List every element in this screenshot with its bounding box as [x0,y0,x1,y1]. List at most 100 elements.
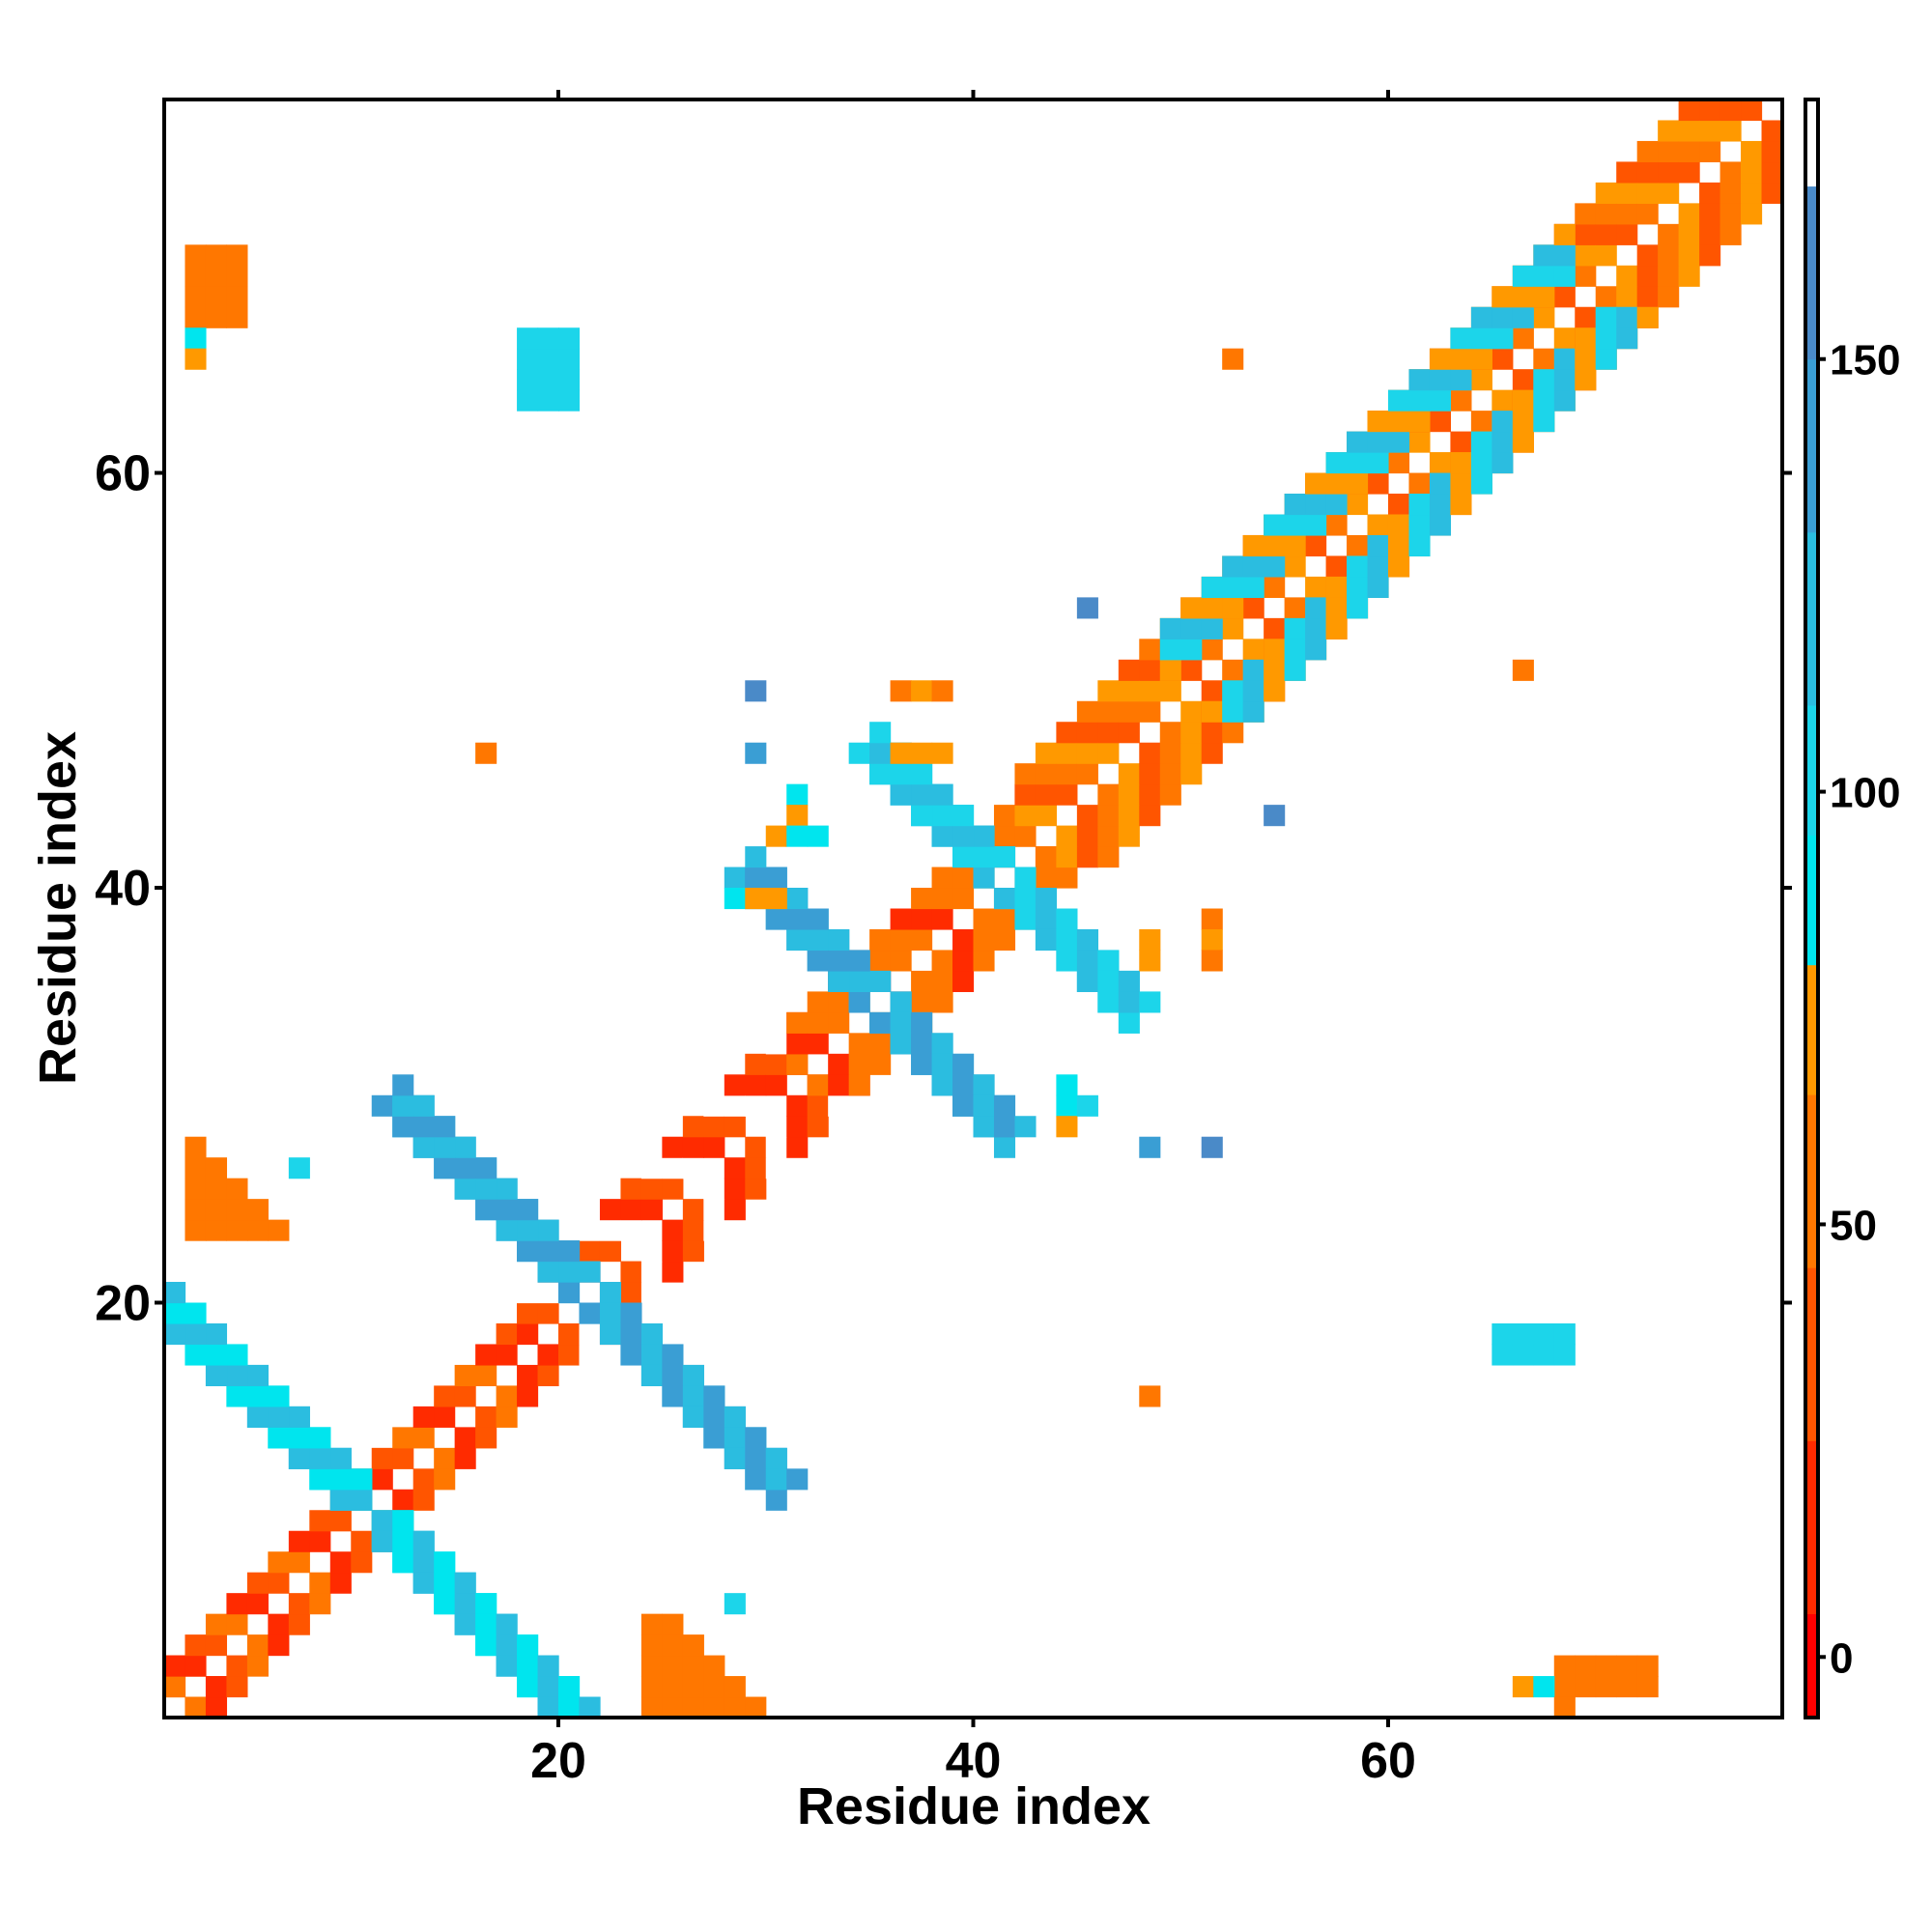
heatmap-cell [1367,452,1389,474]
heatmap-cell [475,1593,497,1615]
heatmap-cell [1325,452,1348,474]
heatmap-cell [392,1489,414,1511]
heatmap-cell [517,1634,539,1657]
heatmap-cell [475,1157,497,1179]
heatmap-cell [1284,494,1306,516]
heatmap-cell [1222,659,1244,681]
heatmap-cell [1139,639,1161,661]
heatmap-cell [1097,700,1120,723]
heatmap-cell [1678,140,1700,163]
heatmap-cell [765,1136,787,1158]
heatmap-cell [1595,1676,1617,1698]
heatmap-cell [1347,534,1369,557]
heatmap-cell [765,1157,787,1179]
heatmap-cell [537,1696,559,1719]
heatmap-cell [952,888,975,910]
heatmap-cell [268,1613,290,1635]
heatmap-cell [1139,783,1161,806]
heatmap-cell [1719,223,1742,245]
y-tick-label: 20 [95,1276,151,1332]
heatmap-cell [434,1385,456,1407]
heatmap-cell [517,1676,539,1698]
heatmap-cell [1575,265,1597,287]
heatmap-cell [1097,825,1120,847]
heatmap-cell [579,1344,601,1366]
heatmap-cell [1347,452,1369,474]
heatmap-cell [1595,348,1617,370]
heatmap-cell [1159,639,1181,661]
heatmap-cell [246,1406,269,1428]
heatmap-cell [288,1551,310,1574]
heatmap-cell [640,1261,663,1283]
heatmap-cell [246,1572,269,1594]
heatmap-cell [1284,534,1306,557]
heatmap-cell [911,783,933,806]
heatmap-cell [329,1468,352,1491]
heatmap-cell [848,1053,870,1075]
heatmap-cell [392,1551,414,1574]
heatmap-cell [1429,411,1452,433]
heatmap-cell [599,1302,622,1324]
heatmap-cell [226,1364,248,1387]
heatmap-cell [724,1696,746,1719]
heatmap-cell [1056,846,1078,868]
heatmap-cell [640,1696,663,1719]
heatmap-cell [558,1261,581,1283]
heatmap-cell [434,1157,456,1179]
heatmap-cell [1387,494,1410,516]
heatmap-cell [1553,327,1576,350]
heatmap-cell [1180,722,1203,744]
heatmap-cell [1242,659,1264,681]
heatmap-cell [952,1094,975,1117]
heatmap-cell [1387,411,1410,433]
heatmap-cell [1533,306,1555,328]
heatmap-cell [1056,928,1078,952]
heatmap-cell [288,1427,310,1449]
heatmap-cell [558,1240,581,1263]
heatmap-cell [371,1530,393,1552]
heatmap-cell [828,1094,850,1117]
heatmap-cell [454,1364,476,1387]
heatmap-cell [662,1364,684,1387]
heatmap-cell [911,970,933,992]
heatmap-cell [993,1094,1016,1117]
heatmap-cell [496,1322,518,1346]
heatmap-cell [682,1385,704,1407]
heatmap-cell [620,1344,642,1366]
heatmap-cell [1035,783,1057,806]
heatmap-cell [1678,99,1700,122]
heatmap-cell [1678,203,1700,225]
heatmap-cell [1595,244,1617,267]
heatmap-cell [517,1199,539,1221]
heatmap-cell [412,1551,435,1574]
heatmap-cell [828,1053,850,1075]
heatmap-cell [765,867,787,889]
heatmap-cell [724,1178,746,1200]
heatmap-cell [1242,555,1264,578]
heatmap-cell [1492,1344,1514,1366]
heatmap-cell [1139,805,1161,827]
heatmap-cell [392,1116,414,1138]
heatmap-cell [1636,265,1659,287]
heatmap-cell [682,1157,704,1179]
heatmap-cell [1492,327,1514,350]
heatmap-cell [1533,1676,1555,1698]
heatmap-cell [1492,411,1514,433]
heatmap-cell [1014,908,1037,930]
heatmap-cell [1264,805,1286,827]
heatmap-cell [496,1199,518,1221]
heatmap-cell [1741,161,1763,184]
heatmap-cell [537,369,559,391]
heatmap-cell [682,1240,704,1263]
heatmap-cell [1533,348,1555,370]
heatmap-cell [1118,680,1140,702]
heatmap-cell [1450,327,1472,350]
heatmap-cell [1159,680,1181,702]
heatmap-cell [1242,700,1264,723]
heatmap-cell [1076,763,1098,785]
heatmap-cell [1408,494,1431,516]
heatmap-cell [640,1364,663,1387]
heatmap-cell [993,1116,1016,1138]
heatmap-cell [1097,970,1120,992]
heatmap-cell [1347,555,1369,578]
